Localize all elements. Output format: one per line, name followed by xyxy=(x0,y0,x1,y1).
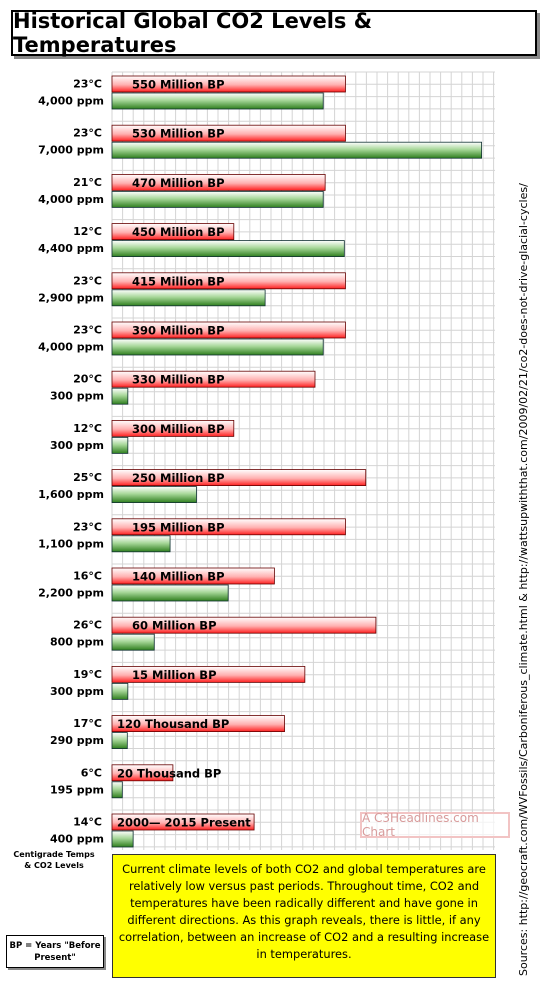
co2-label: 1,600 ppm xyxy=(38,488,104,501)
period-label: 2000— 2015 Present xyxy=(117,816,251,830)
co2-bar xyxy=(111,830,134,848)
temperature-label: 23°C xyxy=(73,78,102,91)
temperature-label: 23°C xyxy=(73,520,102,533)
co2-label: 300 ppm xyxy=(50,390,104,403)
temperature-label: 14°C xyxy=(73,816,102,829)
period-label: 470 Million BP xyxy=(132,176,225,190)
period-label: 330 Million BP xyxy=(132,373,225,387)
temperature-bar xyxy=(111,272,346,290)
period-label: 530 Million BP xyxy=(132,127,225,141)
legend-note-line-2: & CO2 Levels xyxy=(24,861,84,870)
temperature-bar xyxy=(111,370,316,388)
co2-bar xyxy=(111,584,229,602)
period-label: 60 Million BP xyxy=(132,619,217,633)
temperature-bar xyxy=(111,715,285,732)
bp-note-line-1: BP = Years "Before xyxy=(9,941,101,951)
temperature-label: 23°C xyxy=(73,274,102,287)
co2-label: 4,000 ppm xyxy=(38,341,104,354)
temperature-label: 16°C xyxy=(73,570,102,583)
temperature-bar xyxy=(111,469,367,487)
period-label: 390 Million BP xyxy=(132,324,225,338)
period-label: 195 Million BP xyxy=(132,520,225,534)
period-label: 20 Thousand BP xyxy=(117,766,221,780)
temperature-bar xyxy=(111,567,275,585)
sources-text: Sources: http://geocraft.com/WVFossils/C… xyxy=(517,183,530,976)
period-label: 550 Million BP xyxy=(132,78,225,92)
period-label: 15 Million BP xyxy=(132,668,217,682)
temperature-label: 12°C xyxy=(73,422,102,435)
co2-label: 195 ppm xyxy=(50,783,104,796)
temperature-label: 26°C xyxy=(73,619,102,632)
chart-title: Historical Global CO2 Levels & Temperatu… xyxy=(11,9,537,57)
bars xyxy=(111,75,483,848)
co2-bar xyxy=(111,338,324,356)
co2-label: 4,000 ppm xyxy=(38,193,104,206)
temperature-bar xyxy=(111,321,346,339)
legend-note: Centigrade Temps & CO2 Levels xyxy=(4,849,104,871)
temperature-label: 19°C xyxy=(73,668,102,681)
temperature-bar xyxy=(111,518,346,536)
co2-bar xyxy=(111,781,123,799)
temperature-label: 21°C xyxy=(73,176,102,189)
co2-bar xyxy=(111,289,266,307)
temperature-label: 17°C xyxy=(73,717,102,730)
co2-bar xyxy=(111,141,483,159)
co2-label: 2,900 ppm xyxy=(38,291,104,304)
co2-bar xyxy=(111,683,129,700)
period-label: 120 Thousand BP xyxy=(117,717,229,731)
temperature-label: 23°C xyxy=(73,127,102,140)
co2-label: 400 ppm xyxy=(50,833,104,846)
co2-bar xyxy=(111,486,197,504)
temperature-label: 25°C xyxy=(73,471,102,484)
row-labels: 550 Million BP 23°C 4,000 ppm 530 Million B… xyxy=(38,78,251,846)
co2-label: 7,000 ppm xyxy=(38,144,104,157)
co2-bar xyxy=(111,240,345,258)
period-label: 415 Million BP xyxy=(132,274,225,288)
co2-label: 800 ppm xyxy=(50,636,104,649)
temperature-bar xyxy=(111,813,255,831)
co2-bar xyxy=(111,387,129,405)
temperature-label: 20°C xyxy=(73,373,102,386)
co2-label: 300 ppm xyxy=(50,685,104,698)
temperature-bar xyxy=(111,616,377,634)
watermark: A C3Headlines.com Chart xyxy=(360,811,510,839)
bp-definition-box: BP = Years "Before Present" xyxy=(6,935,104,968)
period-label: 250 Million BP xyxy=(132,471,225,485)
co2-label: 2,200 ppm xyxy=(38,587,104,600)
temperature-label: 6°C xyxy=(81,766,102,779)
commentary-note: Current climate levels of both CO2 and g… xyxy=(112,854,496,978)
period-label: 450 Million BP xyxy=(132,225,225,239)
bp-note-line-2: Present" xyxy=(34,953,76,963)
temperature-label: 23°C xyxy=(73,324,102,337)
co2-bar xyxy=(111,535,171,553)
co2-label: 1,100 ppm xyxy=(38,537,104,550)
temperature-bar xyxy=(111,764,174,782)
temperature-bar xyxy=(111,173,326,191)
co2-label: 300 ppm xyxy=(50,439,104,452)
temperature-bar xyxy=(111,124,346,142)
co2-bar xyxy=(111,190,324,208)
period-label: 140 Million BP xyxy=(132,570,225,584)
co2-bar xyxy=(111,92,324,110)
temperature-bar xyxy=(111,223,235,241)
co2-bar xyxy=(111,732,128,749)
period-label: 300 Million BP xyxy=(132,422,225,436)
temperature-label: 12°C xyxy=(73,225,102,238)
co2-label: 290 ppm xyxy=(50,734,104,747)
co2-label: 4,400 ppm xyxy=(38,242,104,255)
co2-bar xyxy=(111,633,155,651)
temperature-bar xyxy=(111,419,235,437)
temperature-bar xyxy=(111,666,306,683)
legend-note-line-1: Centigrade Temps xyxy=(13,850,95,859)
co2-bar xyxy=(111,436,129,454)
co2-label: 4,000 ppm xyxy=(38,95,104,108)
temperature-bar xyxy=(111,75,346,93)
